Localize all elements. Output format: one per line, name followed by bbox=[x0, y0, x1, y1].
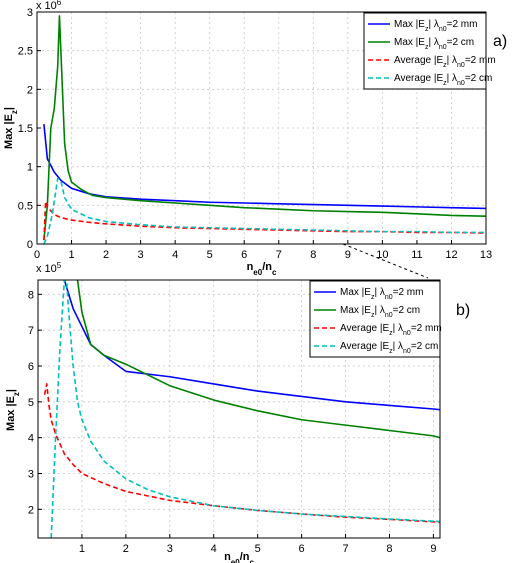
panel-a-series-line-1 bbox=[43, 124, 486, 210]
panel-b-y-tick-label: 3 bbox=[28, 469, 34, 481]
panel-b-y-multiplier: x 105 bbox=[36, 261, 62, 276]
panel-b-x-tick-label: 8 bbox=[386, 543, 392, 555]
panel-b-y-tick-label: 2 bbox=[28, 504, 34, 516]
panel-a-y-tick-label: 0.5 bbox=[18, 200, 33, 212]
panel-b-legend-entry-average-e-z-n0-2-cm: Average |Ez| λn0=2 cm bbox=[340, 341, 438, 355]
panel-a-x-tick-label: 8 bbox=[310, 249, 316, 261]
panel-b-x-tick-label: 3 bbox=[167, 543, 173, 555]
panel-a-series-line-4 bbox=[43, 177, 486, 244]
panel-b-x-tick-label: 9 bbox=[430, 543, 436, 555]
panel-a-x-tick-label: 11 bbox=[411, 249, 422, 261]
panel-a-legend-entry-average-e-z-n0-2-cm: Average |Ez| λn0=2 cm bbox=[394, 73, 492, 87]
panel-a-x-tick-label: 13 bbox=[480, 249, 492, 261]
panel-a-x-tick-label: 5 bbox=[207, 249, 213, 261]
panel-b-x-tick-label: 6 bbox=[299, 543, 305, 555]
panel-a-series-line-2 bbox=[43, 15, 486, 241]
panel-b-legend-entry-average-e-z-n0-2-mm: Average |Ez| λn0=2 mm bbox=[340, 323, 442, 337]
panel-b-x-tick-label: 4 bbox=[211, 543, 217, 555]
panel-a-x-axis-label: ne0/nc bbox=[247, 261, 277, 277]
panel-b-y-axis-label: Max |Ez| bbox=[5, 389, 21, 431]
panel-a-y-tick-label: 0 bbox=[27, 239, 33, 251]
panel-b-label: b) bbox=[456, 302, 470, 319]
panel-a-legend-entry-max-e-z-n0-2-mm: Max |Ez| λn0=2 mm bbox=[394, 19, 477, 33]
panel-a-legend-box bbox=[363, 12, 487, 90]
panel-b-series-line-1 bbox=[63, 280, 440, 411]
panel-a-y-tick-label: 1 bbox=[27, 162, 33, 174]
panel-a-x-tick-label: 1 bbox=[68, 249, 74, 261]
panel-a-x-tick-label: 10 bbox=[376, 249, 388, 261]
panel-b-axes-frame bbox=[37, 279, 441, 539]
panel-a-x-tick-label: 7 bbox=[276, 249, 282, 261]
panel-b-x-tick-label: 7 bbox=[342, 543, 348, 555]
panel-b-x-tick-label: 2 bbox=[123, 543, 129, 555]
panel-a-legend-entry-average-e-z-n0-2-mm: Average |Ez| λn0=2 mm bbox=[394, 55, 496, 69]
panel-a-legend-entry-max-e-z-n0-2-cm: Max |Ez| λn0=2 cm bbox=[394, 37, 474, 51]
panel-a-x-tick-label: 12 bbox=[445, 249, 457, 261]
panel-a-y-tick-label: 2 bbox=[27, 84, 33, 96]
panel-a-x-tick-label: 3 bbox=[138, 249, 144, 261]
panel-a-x-tick-label: 2 bbox=[103, 249, 109, 261]
panel-b-series-line-4 bbox=[50, 280, 440, 538]
panel-b-x-tick-label: 1 bbox=[79, 543, 85, 555]
panel-b-x-axis-label: ne0/nc bbox=[224, 551, 254, 563]
panel-b-y-tick-label: 8 bbox=[28, 289, 34, 301]
panel-b-y-tick-label: 6 bbox=[28, 361, 34, 373]
panel-a-x-tick-label: 9 bbox=[345, 249, 351, 261]
panel-a-x-tick-label: 0 bbox=[34, 249, 40, 261]
panel-b-y-tick-label: 7 bbox=[28, 325, 34, 337]
panel-b-legend-box bbox=[309, 280, 441, 358]
panel-b-series-line-2 bbox=[76, 280, 440, 439]
panel-a-x-tick-label: 4 bbox=[172, 249, 178, 261]
panel-b-y-tick-label: 4 bbox=[28, 433, 34, 445]
panel-a-y-axis-label: Max |Ez| bbox=[3, 107, 19, 149]
panel-b-legend-entry-max-e-z-n0-2-cm: Max |Ez| λn0=2 cm bbox=[340, 305, 420, 319]
panel-a-y-tick-label: 3 bbox=[27, 7, 33, 19]
panel-b-x-tick-label: 5 bbox=[255, 543, 261, 555]
panel-a-y-tick-label: 2.5 bbox=[18, 46, 33, 58]
panel-b-legend: Max |Ez| λn0=2 mm Max |Ez| λn0=2 cm Averag… bbox=[309, 280, 442, 358]
panel-b-chart: 1 2 3 4 5 6 7 8 9 2 3 4 5 6 7 8 x 105 ne0/nc Max |Ez| Max |… bbox=[5, 261, 470, 563]
panel-a-label: a) bbox=[493, 33, 507, 50]
panel-a-y-multiplier: x 106 bbox=[36, 0, 62, 12]
panel-a-x-tick-label: 6 bbox=[241, 249, 247, 261]
panel-a-y-tick-label: 1.5 bbox=[18, 123, 33, 135]
panel-a-legend: Max |Ez| λn0=2 mm Max |Ez| λn0=2 cm Averag… bbox=[363, 12, 496, 90]
panel-b-y-tick-label: 5 bbox=[28, 397, 34, 409]
panel-b-legend-entry-max-e-z-n0-2-mm: Max |Ez| λn0=2 mm bbox=[340, 287, 423, 301]
